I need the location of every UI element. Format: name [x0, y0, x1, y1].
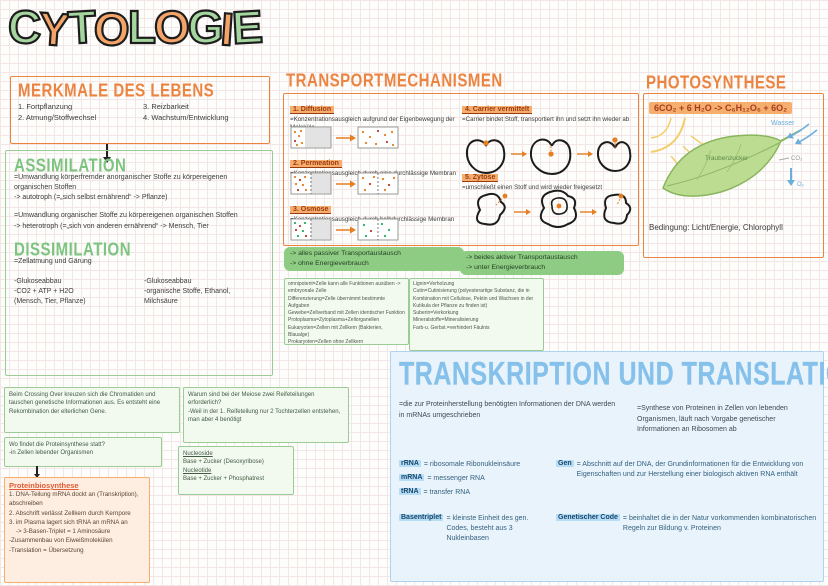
merkmale-item: 3. Reizbarkeit	[143, 102, 189, 111]
meiose-note: Warum sind bei der Meiose zwei Reifeteil…	[183, 387, 349, 443]
dissimilation-heading: DISSIMILATION	[14, 238, 132, 260]
down-arrow-icon	[34, 466, 39, 478]
assimilation-section: ASSIMILATION =Umwandlung körperfremder a…	[5, 150, 273, 376]
traubenzucker-label: Traubenzucker	[705, 155, 749, 162]
assimilation-heading: ASSIMILATION	[14, 155, 127, 177]
term-basentriplet: Basentriplet = kleinste Einheit des gen.…	[399, 514, 529, 543]
zytose-label: 5. Zytose	[462, 174, 499, 182]
assimilation-heterotroph: -> heterotroph (=„sich von anderen ernäh…	[14, 222, 209, 230]
proteinbiosynthese-note: Proteinbiosynthese 1. DNA-Teilung mRNA d…	[4, 477, 150, 583]
permeation-label: 2. Permeation	[290, 160, 342, 168]
merkmale-heading: MERKMALE DES LEBENS	[18, 80, 215, 102]
term-trna: tRNA = transfer RNA	[399, 488, 470, 496]
zytose-diagram	[475, 189, 632, 228]
carrier-diagram	[465, 137, 632, 176]
transkription-heading: TRANSKRIPTION UND TRANSLATION	[399, 356, 828, 393]
down-arrow-icon	[103, 144, 111, 163]
photosynthesis-leaf-diagram: Licht Wasser CO₂ O₂ Traubenzucker	[650, 117, 818, 197]
nucleoside-note: Nucleoside Base + Zucker (Desoxyribose) …	[178, 446, 294, 495]
co2-label: CO₂	[791, 156, 803, 162]
translation-intro: =Synthese von Proteinen in Zellen von le…	[637, 405, 788, 433]
dissimilation-col-atmung: -Glukoseabbau -CO2 + ATP + H2O (Mensch, …	[14, 277, 86, 306]
photosynthesis-formula: 6CO₂ + 6 H₂O -> C₆H₁₂O₆ + 6O₂	[649, 102, 793, 114]
assimilation-autotroph: -> autotroph (=„sich selbst ernährend“ -…	[14, 194, 168, 202]
proteinsynthese-note: Wo findet die Proteinsynthese statt? -in…	[4, 437, 162, 467]
transport-section: 1. Diffusion =Konzentrationsausgleich au…	[283, 93, 639, 246]
plant-definitions-box: Lignin=Verholzung Cutin=Cutinisierung (p…	[409, 278, 544, 351]
merkmale-item: 4. Wachstum/Entwicklung	[143, 113, 229, 122]
term-mrna: mRNA = messenger RNA	[399, 474, 485, 482]
assimilation-text2: =Umwandlung organischer Stoffe zu körper…	[14, 212, 238, 220]
dissimilation-text: =Zellatmung und Gärung	[14, 257, 92, 265]
term-rrna: rRNA = ribosomale Ribonukleinsäure	[399, 460, 521, 468]
passive-transport-note: -> alles passiver Transportaustausch -> …	[284, 247, 464, 272]
bedingung-text: Bedingung: Licht/Energie, Chlorophyll	[649, 223, 783, 232]
carrier-label: 4. Carrier vermittelt	[462, 106, 533, 114]
carrier-desc: =Carrier bindet Stoff, transportiert ihn…	[462, 116, 630, 123]
zytose-desc: =umschließt einen Stoff und wird wieder …	[462, 184, 603, 191]
cell-definitions-box: omnipotent=Zelle kann alle Funktionen au…	[284, 278, 409, 345]
osmose-label: 3. Osmose	[290, 206, 332, 214]
permeation-diagram	[290, 172, 399, 195]
wasser-label: Wasser	[771, 120, 795, 127]
merkmale-item: 1. Fortpflanzung	[18, 102, 73, 111]
crossing-over-note: Beim Crossing Over kreuzen sich die Chro…	[4, 387, 180, 433]
transport-heading: TRANSPORTMECHANISMEN	[286, 70, 503, 92]
assimilation-text: =Umwandlung körperfremder anorganischer …	[14, 174, 228, 192]
transkription-intro: =die zur Proteinherstellung benötigten I…	[399, 401, 616, 419]
term-gen: Gen = Abschnitt auf der DNA, der Grundin…	[556, 460, 804, 479]
term-genetischer-code: Genetischer Code = beinhaltet die in der…	[556, 514, 817, 533]
osmose-diagram	[290, 218, 399, 241]
photosynthese-heading: PHOTOSYNTHESE	[646, 72, 787, 94]
diffusion-label: 1. Diffusion	[290, 106, 335, 114]
photosynthese-section: 6CO₂ + 6 H₂O -> C₆H₁₂O₆ + 6O₂ Licht Wass…	[643, 93, 824, 258]
transkription-section: TRANSKRIPTION UND TRANSLATION =die zur P…	[390, 351, 828, 582]
merkmale-item: 2. Atmung/Stoffwechsel	[18, 113, 97, 122]
merkmale-section: MERKMALE DES LEBENS 1. Fortpflanzung 3. …	[10, 76, 270, 144]
dissimilation-col-gaerung: -Glukoseabbau -organische Stoffe, Ethano…	[143, 277, 231, 306]
diffusion-diagram	[290, 126, 399, 149]
active-transport-note: -> beides aktiver Transportaustausch -> …	[460, 251, 624, 276]
page-title: CYTOLOGIE	[7, 0, 263, 57]
o2-label: O₂	[797, 182, 805, 188]
